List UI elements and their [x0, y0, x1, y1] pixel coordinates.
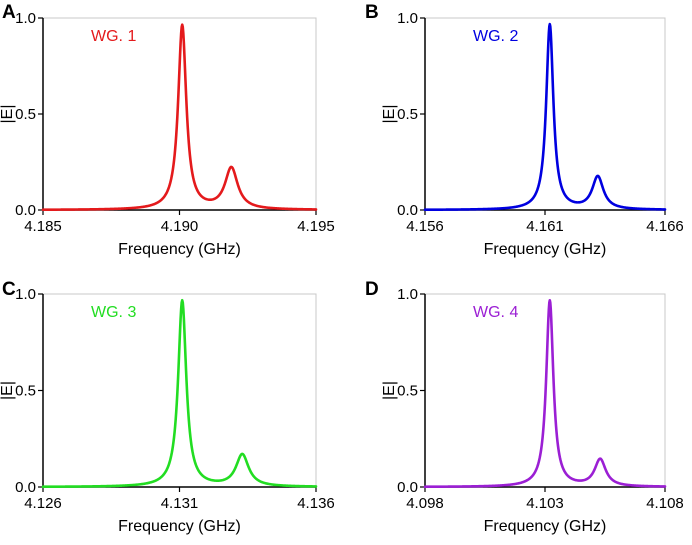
x-tick-label: 4.161: [526, 218, 564, 235]
series-line: [41, 298, 318, 489]
panel-letter: D: [365, 279, 379, 300]
y-axis-label: |E|: [381, 381, 398, 400]
panel-b: B 0.0 0.5 1.0 4.156 4.161 4.166 Frequency (GHz)…: [365, 2, 684, 258]
panel-d: D 0.0 0.5 1.0 4.098 4.103 4.108 Frequency (GHz)…: [365, 279, 684, 535]
y-axis-label: |E|: [0, 381, 16, 400]
x-tick-label: 4.098: [406, 495, 444, 512]
y-tick-label: 0.5: [397, 383, 418, 400]
y-tick-label: 0.0: [397, 202, 418, 219]
y-tick-label: 0.5: [15, 383, 36, 400]
y-tick-label: 0.0: [397, 479, 418, 496]
x-axis-label: Frequency (GHz): [118, 241, 241, 258]
panel-c: C 0.0 0.5 1.0 4.126 4.131 4.136 Frequency (GHz)…: [0, 279, 335, 535]
x-tick-label: 4.185: [24, 218, 62, 235]
series-line: [423, 298, 667, 489]
x-tick-label: 4.195: [297, 218, 335, 235]
x-axis-label: Frequency (GHz): [484, 518, 607, 535]
x-tick-label: 4.108: [646, 495, 684, 512]
y-tick-label: 1.0: [15, 10, 36, 27]
x-tick-label: 4.166: [646, 218, 684, 235]
x-axis-label: Frequency (GHz): [484, 241, 607, 258]
y-tick-label: 0.0: [15, 202, 36, 219]
legend-label: WG. 1: [91, 28, 136, 45]
x-tick-label: 4.156: [406, 218, 444, 235]
series-line: [423, 22, 667, 212]
y-tick-label: 0.5: [15, 106, 36, 123]
y-tick-label: 1.0: [15, 286, 36, 303]
series-line: [41, 23, 318, 211]
panel-letter: C: [2, 279, 16, 300]
y-tick-label: 0.5: [397, 106, 418, 123]
x-tick-label: 4.136: [297, 495, 335, 512]
legend-label: WG. 4: [473, 304, 518, 321]
x-tick-label: 4.126: [24, 495, 62, 512]
y-tick-label: 1.0: [397, 10, 418, 27]
y-tick-label: 0.0: [15, 479, 36, 496]
x-axis-label: Frequency (GHz): [118, 518, 241, 535]
x-tick-label: 4.103: [526, 495, 564, 512]
y-axis-label: |E|: [381, 105, 398, 124]
panel-a: A 0.0 0.5 1.0 4.185 4.190 4.195 Frequency (GHz)…: [0, 2, 335, 258]
x-tick-label: 4.190: [161, 218, 199, 235]
x-tick-label: 4.131: [161, 495, 199, 512]
panel-letter: B: [365, 2, 379, 23]
y-tick-label: 1.0: [397, 286, 418, 303]
y-axis-label: |E|: [0, 105, 16, 124]
legend-label: WG. 3: [91, 304, 136, 321]
panel-letter: A: [2, 2, 16, 23]
legend-label: WG. 2: [473, 28, 518, 45]
